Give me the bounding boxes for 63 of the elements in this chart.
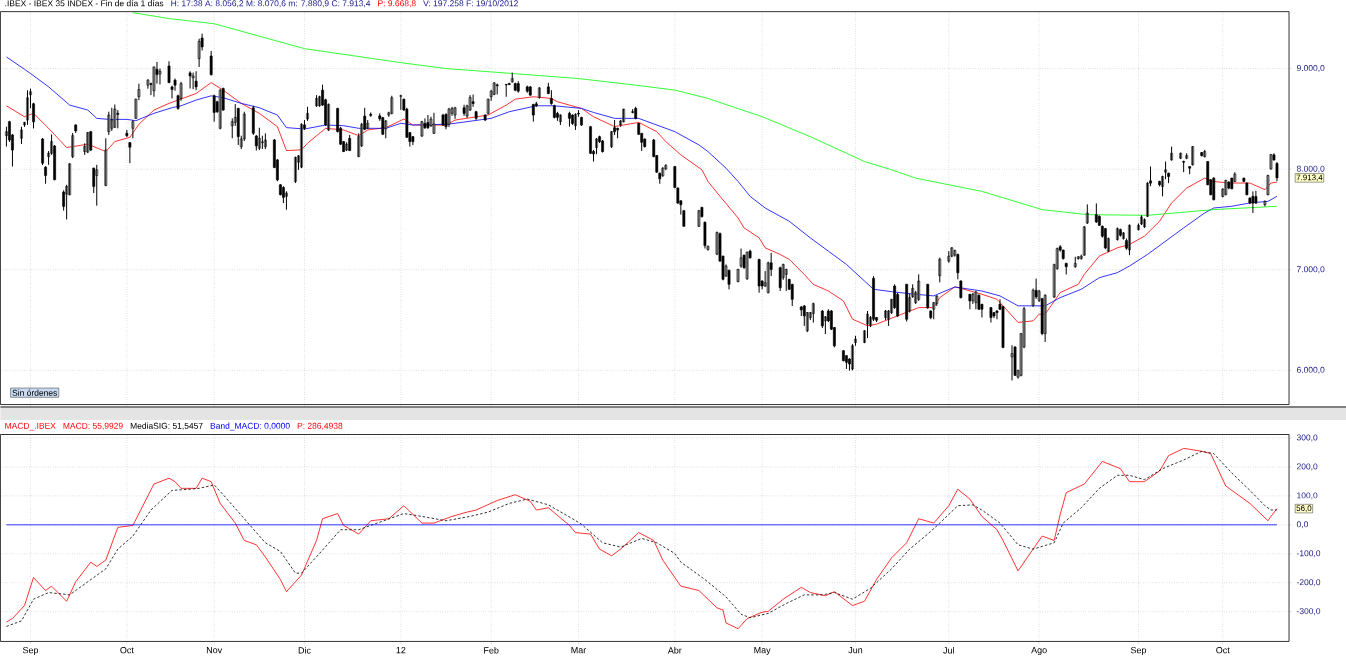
candlestick [959, 279, 963, 299]
candlestick [390, 95, 394, 115]
candlestick [784, 268, 788, 292]
x-tick-label: Sep [1130, 646, 1147, 655]
candlestick [510, 71, 514, 83]
text: P: 9.668,8 [378, 0, 416, 8]
candlestick [384, 119, 388, 139]
candlestick [525, 84, 529, 94]
text: MACD: 55,9929 [63, 422, 123, 430]
candlestick [938, 256, 942, 283]
candlestick [947, 250, 951, 263]
x-tick-label: Ago [1031, 646, 1047, 655]
text: Band_MACD: 0,0000 [210, 422, 290, 431]
candlestick [209, 50, 213, 76]
x-tick-label: May [754, 646, 771, 655]
candlestick [1188, 165, 1192, 175]
candlestick [1061, 248, 1065, 260]
x-tick-label: Nov [206, 646, 223, 654]
candlestick [285, 190, 288, 210]
candlestick [369, 111, 373, 118]
y-tick-label: 0,0 [1296, 521, 1308, 529]
candlestick [1182, 159, 1186, 173]
text: MediaSIG: 51,5457 [130, 422, 203, 430]
candlestick [113, 103, 117, 129]
x-tick-label: Feb [484, 646, 499, 654]
candlestick [778, 266, 782, 292]
candlestick [992, 311, 996, 319]
y-tick-label: 100,0 [1297, 492, 1318, 500]
chart-title: MACD_.IBEX [5, 422, 56, 431]
x-tick-label: 12 [396, 646, 406, 654]
x-tick-label: Jun [848, 646, 863, 654]
candlestick [104, 137, 108, 187]
chart-subtitle: H: 17:38 A: 8.056,2 M: 8.070,6 m: 7.880,9 C: 7.913,4 [171, 0, 371, 8]
candlestick [107, 111, 111, 136]
y-tick-label: -200,0 [1296, 579, 1321, 586]
candlestick [1224, 179, 1228, 196]
annotation: Sin órdenes [12, 389, 57, 396]
y-tick-label: 7.000,0 [1296, 266, 1325, 274]
candlestick [1064, 262, 1068, 275]
candlestick [399, 94, 403, 111]
candlestick [212, 94, 216, 122]
candlestick [495, 82, 499, 95]
candlestick [471, 93, 475, 108]
x-tick-label: Mar [571, 646, 587, 654]
y-tick-label: -100,0 [1296, 550, 1321, 558]
x-tick-label: Oct [120, 646, 134, 654]
y-tick-label: 200,0 [1296, 463, 1318, 471]
y-tick-label: 6.000,0 [1296, 366, 1325, 374]
y-tick-label: -300,0 [1296, 607, 1321, 615]
candlestick [956, 252, 960, 280]
y-tick-label: 9.000,0 [1296, 64, 1325, 72]
chart-title: .IBEX - IBEX 35 INDEX - Fin de día 1 días [5, 0, 164, 7]
text: V: 197.258 F: 19/10/2012 [423, 0, 518, 7]
x-tick-label: Abr [667, 646, 682, 654]
text: P: 286,4938 [297, 422, 343, 430]
y-tick-label: 300,0 [1296, 434, 1318, 442]
candlestick [218, 88, 222, 130]
y-tick-label: 8.000,0 [1296, 165, 1325, 173]
x-tick-label: Jul [943, 646, 954, 654]
candlestick [381, 116, 385, 136]
x-tick-label: Dic [298, 646, 311, 654]
x-tick-label: Oct [1216, 646, 1230, 654]
x-tick-label: Sep [22, 646, 39, 655]
